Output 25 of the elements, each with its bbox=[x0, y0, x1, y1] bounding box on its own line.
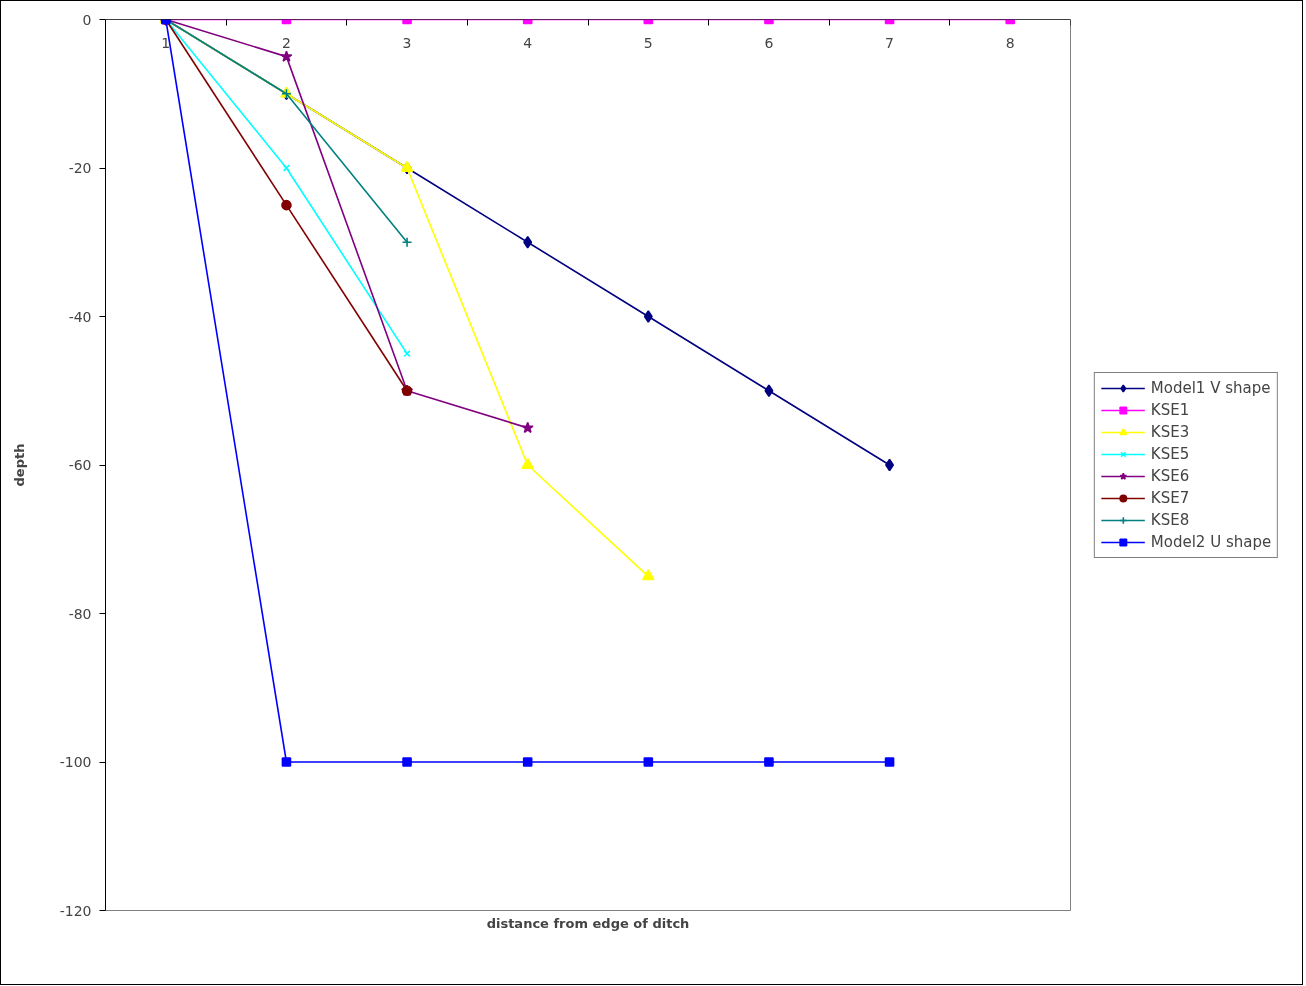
y-tick-label: -20 bbox=[68, 160, 92, 176]
y-tick-label: -60 bbox=[68, 457, 92, 473]
x-tick-label: 2 bbox=[281, 34, 291, 51]
legend-label: KSE8 bbox=[1150, 510, 1190, 529]
legend-label: KSE7 bbox=[1150, 488, 1190, 507]
x-tick-label: 4 bbox=[523, 34, 533, 51]
legend-label: KSE5 bbox=[1150, 444, 1190, 463]
y-tick-label: -120 bbox=[59, 902, 92, 919]
x-tick-label: 8 bbox=[1005, 34, 1015, 51]
x-tick-label: 5 bbox=[643, 34, 653, 51]
legend-label: KSE1 bbox=[1150, 400, 1190, 419]
x-axis-title: distance from edge of ditch bbox=[486, 915, 690, 931]
x-tick-label: 1 bbox=[161, 34, 171, 51]
legend-label: KSE6 bbox=[1150, 466, 1190, 485]
x-tick-label: 7 bbox=[885, 34, 895, 51]
y-axis-title: depth bbox=[11, 443, 27, 487]
y-tick-label: -40 bbox=[68, 308, 92, 325]
legend-label: Model1 V shape bbox=[1150, 378, 1271, 397]
legend-label: Model2 U shape bbox=[1150, 532, 1272, 551]
y-tick-label: -80 bbox=[68, 605, 92, 622]
y-tick-label: -100 bbox=[59, 754, 92, 770]
x-tick-label: 6 bbox=[764, 34, 774, 51]
legend-label: KSE3 bbox=[1150, 422, 1190, 441]
x-tick-label: 3 bbox=[402, 34, 412, 51]
y-tick-label: 0 bbox=[82, 11, 92, 28]
